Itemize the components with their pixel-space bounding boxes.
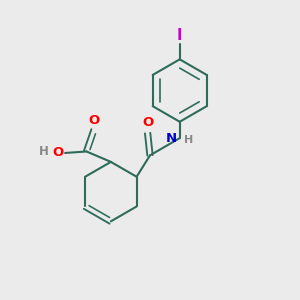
Text: N: N bbox=[166, 132, 177, 145]
Text: O: O bbox=[142, 116, 153, 130]
Text: H: H bbox=[184, 136, 194, 146]
Text: O: O bbox=[52, 146, 64, 160]
Text: I: I bbox=[177, 28, 182, 43]
Text: O: O bbox=[88, 114, 100, 127]
Text: H: H bbox=[39, 145, 49, 158]
